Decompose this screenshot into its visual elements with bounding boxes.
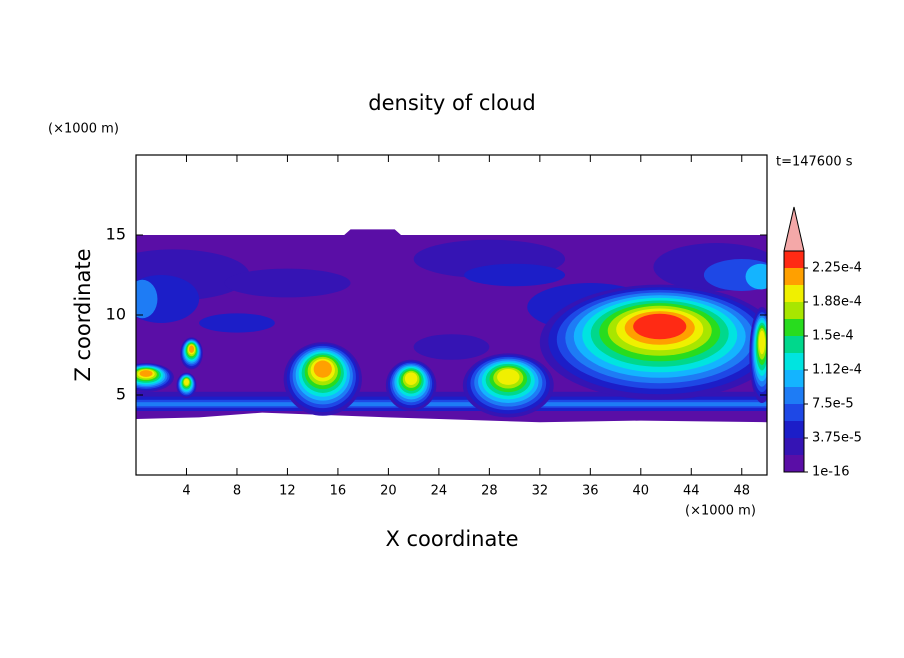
x-tick-label: 28 bbox=[481, 484, 498, 499]
x-tick-label: 32 bbox=[532, 484, 549, 499]
cloud-contour bbox=[464, 263, 566, 287]
cloud-contour bbox=[313, 360, 332, 378]
colorbar-band bbox=[784, 268, 804, 285]
colorbar-band bbox=[784, 387, 804, 404]
colorbar-extend bbox=[783, 206, 805, 252]
x-tick-label: 48 bbox=[733, 484, 750, 499]
colorbar-band bbox=[784, 421, 804, 438]
colorbar-band bbox=[784, 285, 804, 302]
y-unit: (×1000 m) bbox=[48, 122, 119, 137]
y-tick-label: 15 bbox=[106, 225, 126, 244]
cloud-contour bbox=[188, 345, 195, 353]
cloud-contour bbox=[139, 370, 153, 377]
x-tick-label: 16 bbox=[330, 484, 347, 499]
cloud-contour bbox=[633, 313, 687, 340]
colorbar-band bbox=[784, 336, 804, 353]
y-tick-label: 10 bbox=[106, 305, 126, 324]
colorbar-tick-label: 7.5e-5 bbox=[812, 397, 854, 412]
cloud-contour bbox=[136, 275, 200, 323]
field bbox=[136, 229, 767, 423]
colorbar-tick-label: 1.5e-4 bbox=[812, 329, 854, 344]
x-tick-label: 4 bbox=[182, 484, 190, 499]
x-axis-label: X coordinate bbox=[385, 527, 518, 551]
colorbar-band bbox=[784, 353, 804, 370]
colorbar-band bbox=[784, 302, 804, 319]
y-axis-label: Z coordinate bbox=[71, 248, 95, 381]
cloud-contour bbox=[745, 263, 767, 290]
cloud-contour bbox=[703, 259, 767, 291]
colorbar-band bbox=[784, 438, 804, 455]
cloud-contour bbox=[413, 334, 490, 360]
x-tick-label: 20 bbox=[380, 484, 397, 499]
x-tick-label: 44 bbox=[683, 484, 700, 499]
colorbar-band bbox=[784, 370, 804, 387]
x-unit: (×1000 m) bbox=[685, 504, 756, 519]
colorbar-band bbox=[784, 404, 804, 421]
cloud-contour bbox=[136, 402, 767, 407]
x-tick-label: 12 bbox=[279, 484, 296, 499]
colorbar-tick-label: 1e-16 bbox=[812, 465, 850, 480]
cloud-contour bbox=[136, 279, 158, 319]
cloud-contour bbox=[758, 330, 766, 355]
cloud-contour bbox=[404, 372, 418, 385]
cloud-contour bbox=[183, 378, 189, 386]
x-tick-label: 36 bbox=[582, 484, 599, 499]
colorbar-band bbox=[784, 319, 804, 336]
colorbar-tick-label: 2.25e-4 bbox=[812, 261, 862, 276]
y-tick-label: 5 bbox=[116, 385, 126, 404]
cloud-contour bbox=[199, 313, 275, 333]
colorbar-tick-label: 3.75e-5 bbox=[812, 431, 862, 446]
annotation: t=147600 s bbox=[776, 155, 853, 170]
colorbar-band bbox=[784, 251, 804, 268]
colorbar-tick-label: 1.12e-4 bbox=[812, 363, 862, 378]
colorbar-frame bbox=[783, 250, 805, 473]
colorbar-band bbox=[784, 455, 804, 472]
x-tick-label: 8 bbox=[233, 484, 241, 499]
colorbar-tick-label: 1.88e-4 bbox=[812, 295, 862, 310]
cloud-contour bbox=[497, 369, 520, 385]
chart-title: density of cloud bbox=[368, 91, 535, 115]
x-tick-label: 40 bbox=[633, 484, 650, 499]
x-tick-label: 24 bbox=[431, 484, 448, 499]
cloud-contour bbox=[224, 268, 351, 298]
